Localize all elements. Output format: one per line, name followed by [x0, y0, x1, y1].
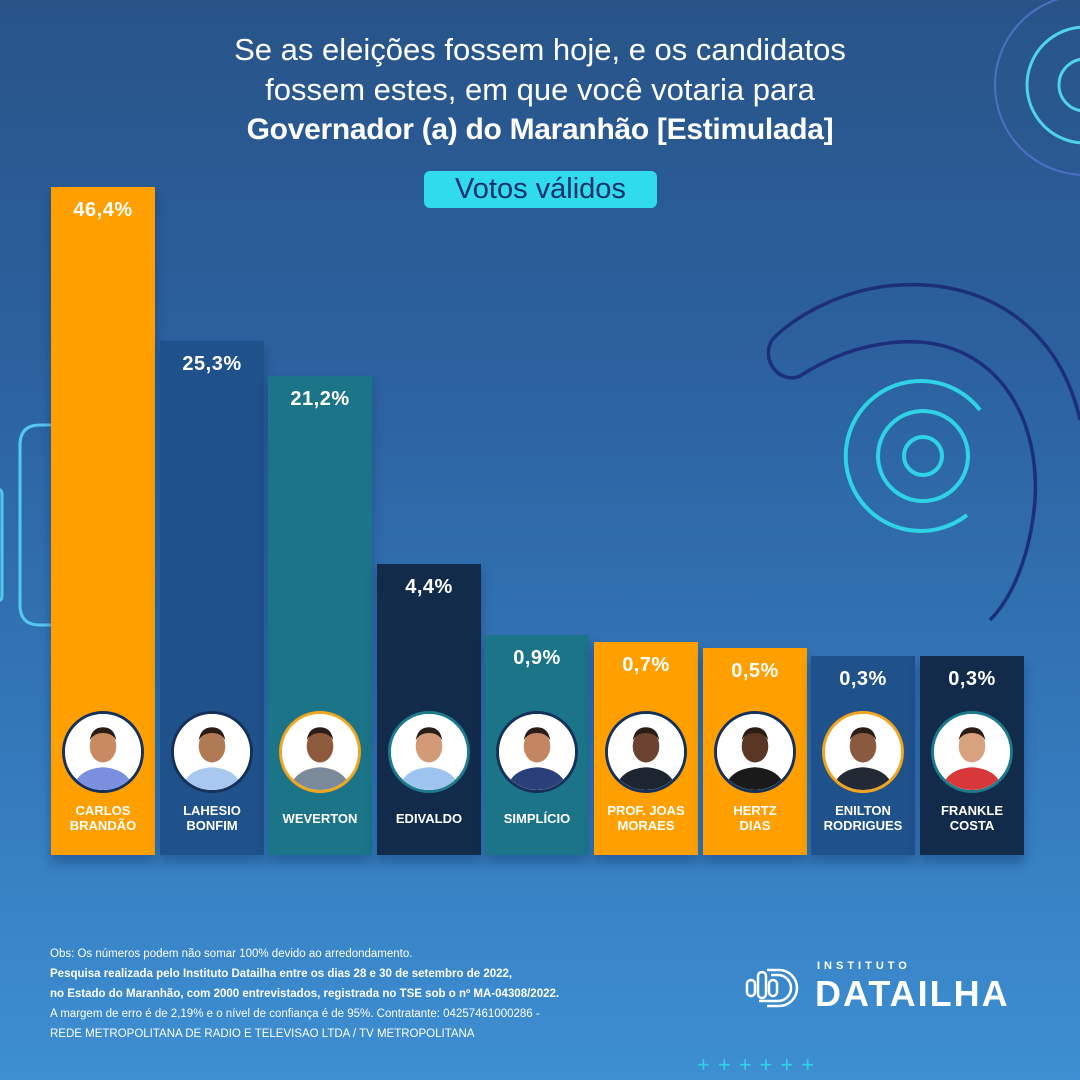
bar-value-label: 4,4% [405, 576, 453, 598]
title-line-2: fossem estes, em que você votaria para [265, 72, 815, 107]
candidate-name: CARLOS BRANDÃO [51, 803, 155, 833]
title-line-1: Se as eleições fossem hoje, e os candida… [234, 32, 846, 67]
deco-circle-mid [1025, 25, 1080, 145]
bar-value-label: 46,4% [73, 199, 133, 221]
person-icon [282, 714, 358, 790]
candidate-name: WEVERTON [268, 811, 372, 826]
person-icon [717, 714, 793, 790]
candidate-photo [496, 711, 578, 793]
candidate-name-line: ENILTON [835, 803, 891, 818]
chart-title: Se as eleições fossem hoje, e os candida… [140, 30, 940, 150]
bar-edivaldo: 4,4% EDIVALDO [377, 564, 481, 855]
note-obs: Obs: Os números podem não somar 100% dev… [50, 948, 413, 960]
note-methodology-1: Pesquisa realizada pelo Instituto Datail… [50, 968, 513, 980]
candidate-photo [822, 711, 904, 793]
candidate-name-line: BONFIM [186, 818, 238, 833]
footnotes: Obs: Os números podem não somar 100% dev… [50, 944, 730, 1044]
candidate-name-line: BRANDÃO [69, 818, 137, 833]
votos-validos-badge: Votos válidos [424, 171, 657, 208]
bar-weverton: 21,2% WEVERTON [268, 376, 372, 855]
logo-instituto-text: INSTITUTO [817, 960, 911, 972]
candidate-photo [279, 711, 361, 793]
logo-datailha-text: DATAILHA [815, 973, 1010, 1014]
deco-hook-arc [766, 282, 1080, 622]
bar-lahesio-bonfim: 25,3% LAHESIO BONFIM [160, 341, 264, 855]
plus-signs-decoration: ++++++ [697, 1052, 823, 1077]
note-contractor: REDE METROPOLITANA DE RADIO E TELEVISAO … [50, 1028, 475, 1040]
candidate-name: FRANKLE COSTA [920, 803, 1024, 833]
candidate-name-line: WEVERTON [282, 811, 358, 826]
candidate-photo [931, 711, 1013, 793]
bar-value-label: 0,3% [839, 668, 887, 690]
candidate-photo [714, 711, 796, 793]
bar-carlos-brand-o: 46,4% CARLOS BRANDÃO [51, 187, 155, 855]
bar-value-label: 0,5% [731, 660, 779, 682]
bar-value-label: 21,2% [290, 388, 350, 410]
candidate-name-line: EDIVALDO [395, 811, 463, 826]
bar-value-label: 0,3% [948, 668, 996, 690]
datailha-logo-icon [745, 968, 799, 1008]
candidate-name: SIMPLÍCIO [485, 811, 589, 826]
datailha-logo: INSTITUTO DATAILHA [745, 958, 1065, 1018]
candidate-name: LAHESIO BONFIM [160, 803, 264, 833]
person-icon [934, 714, 1010, 790]
bar-simpl-cio: 0,9% SIMPLÍCIO [485, 635, 589, 855]
person-icon [174, 714, 250, 790]
note-methodology-2: no Estado do Maranhão, com 2000 entrevis… [50, 988, 560, 1000]
candidate-name: ENILTON RODRIGUES [811, 803, 915, 833]
person-icon [608, 714, 684, 790]
title-line-3: Governador (a) do Maranhão [Estimulada] [246, 113, 834, 146]
person-icon [825, 714, 901, 790]
deco-target-ring [876, 409, 970, 503]
candidate-name-line: FRANKLE [940, 803, 1004, 818]
candidate-name: EDIVALDO [377, 811, 481, 826]
bar-enilton-rodrigues: 0,3% ENILTON RODRIGUES [811, 656, 915, 855]
bar-value-label: 0,9% [513, 647, 561, 669]
candidate-name-line: RODRIGUES [823, 818, 903, 833]
deco-left-outline [18, 423, 52, 627]
bar-value-label: 0,7% [622, 654, 670, 676]
deco-circle-inner [1057, 57, 1080, 113]
candidate-name-line: DIAS [739, 818, 771, 833]
bar-hertz-dias: 0,5% HERTZ DIAS [703, 648, 807, 855]
candidate-name-line: PROF. JOAS [607, 803, 685, 818]
deco-target-arc [843, 379, 982, 533]
candidate-photo [62, 711, 144, 793]
candidate-name-line: SIMPLÍCIO [503, 811, 571, 826]
candidate-photo [388, 711, 470, 793]
note-margin: A margem de erro é de 2,19% e o nível de… [50, 1008, 540, 1020]
person-icon [499, 714, 575, 790]
candidate-name-line: LAHESIO [183, 803, 241, 818]
candidate-photo [171, 711, 253, 793]
candidate-name-line: COSTA [949, 818, 995, 833]
bar-frankle-costa: 0,3% FRANKLE COSTA [920, 656, 1024, 855]
candidate-photo [605, 711, 687, 793]
candidate-name-line: CARLOS [75, 803, 131, 818]
candidate-name: PROF. JOAS MORAES [594, 803, 698, 833]
bar-value-label: 25,3% [182, 353, 242, 375]
candidate-name-line: HERTZ [733, 803, 777, 818]
person-icon [391, 714, 467, 790]
candidate-name: HERTZ DIAS [703, 803, 807, 833]
deco-target-center [902, 435, 944, 477]
person-icon [65, 714, 141, 790]
deco-circle-outer [994, 0, 1080, 176]
bar-prof-joas-moraes: 0,7% PROF. JOAS MORAES [594, 642, 698, 855]
candidate-name-line: MORAES [617, 818, 675, 833]
